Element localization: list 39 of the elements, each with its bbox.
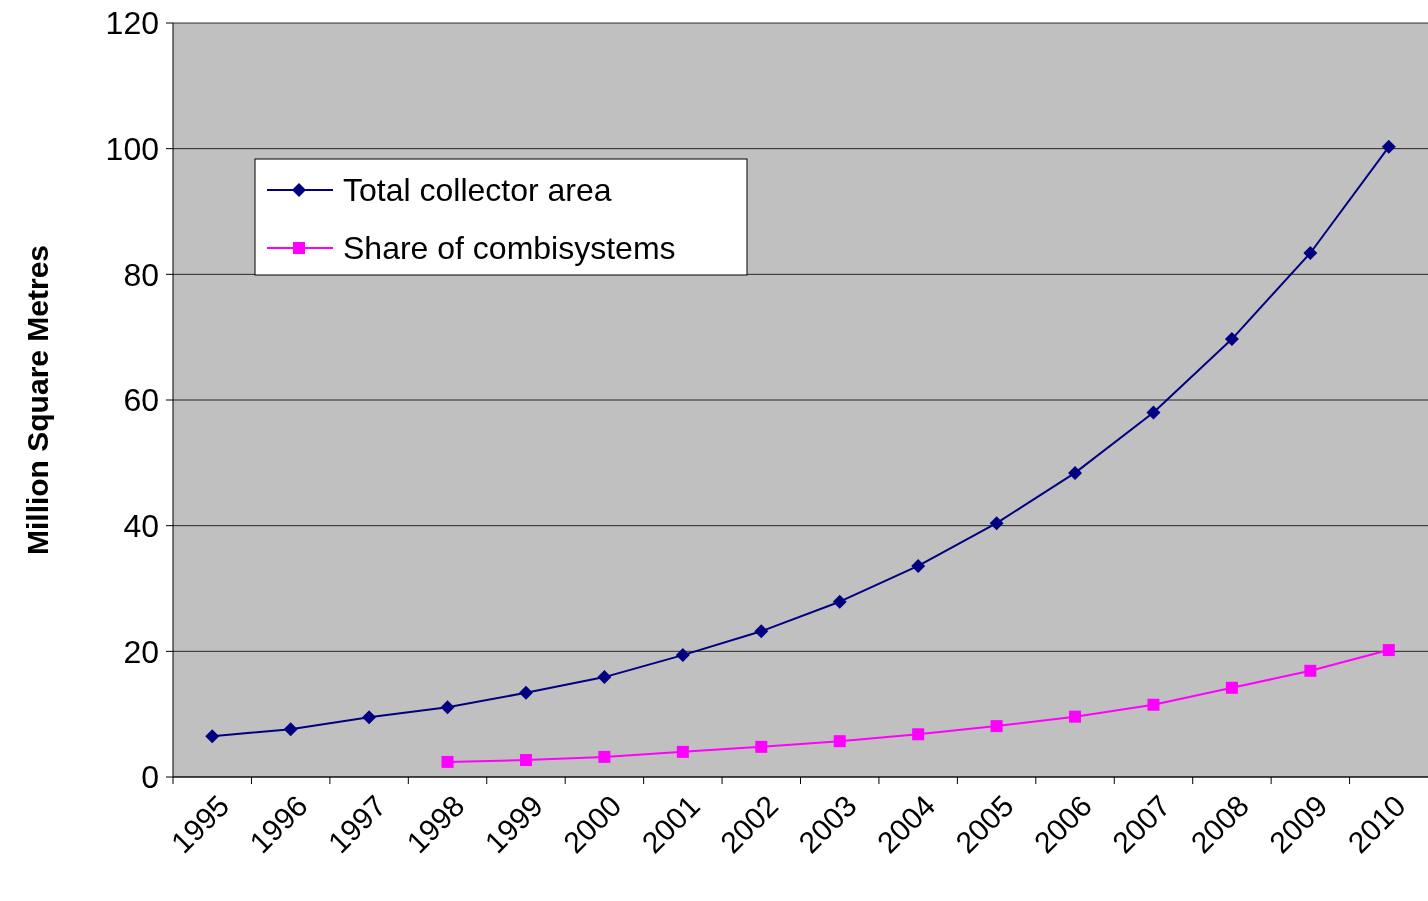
- y-tick-label: 60: [123, 382, 159, 419]
- point: [1225, 681, 1238, 694]
- point: [832, 594, 847, 609]
- point: [597, 670, 612, 685]
- point: [1069, 710, 1082, 723]
- point: [440, 700, 455, 715]
- y-axis-title: Million Square Metres: [21, 244, 54, 556]
- point: [755, 740, 768, 753]
- y-tick-label: 40: [123, 507, 159, 544]
- point: [362, 710, 377, 725]
- point: [1303, 245, 1318, 260]
- point: [518, 685, 533, 700]
- point: [989, 516, 1004, 531]
- point: [1224, 332, 1239, 347]
- point: [912, 728, 925, 741]
- point: [441, 755, 454, 768]
- point: [833, 735, 846, 748]
- point: [1304, 664, 1317, 677]
- point: [1147, 698, 1160, 711]
- point: [676, 745, 689, 758]
- point: [911, 558, 926, 573]
- point: [519, 754, 532, 767]
- point: [990, 720, 1003, 733]
- point: [283, 722, 298, 737]
- y-tick-label: 0: [141, 759, 159, 796]
- point: [205, 729, 220, 744]
- legend-label: Share of combisystems: [343, 230, 676, 267]
- y-tick-label: 100: [105, 130, 159, 167]
- y-tick-label: 120: [105, 5, 159, 42]
- y-tick-label: 20: [123, 633, 159, 670]
- point: [1146, 405, 1161, 420]
- point: [675, 648, 690, 663]
- legend-label: Total collector area: [343, 172, 612, 209]
- point: [598, 750, 611, 763]
- point: [1068, 465, 1083, 480]
- point: [1381, 139, 1396, 154]
- point: [754, 624, 769, 639]
- point: [1382, 644, 1395, 657]
- y-tick-label: 80: [123, 256, 159, 293]
